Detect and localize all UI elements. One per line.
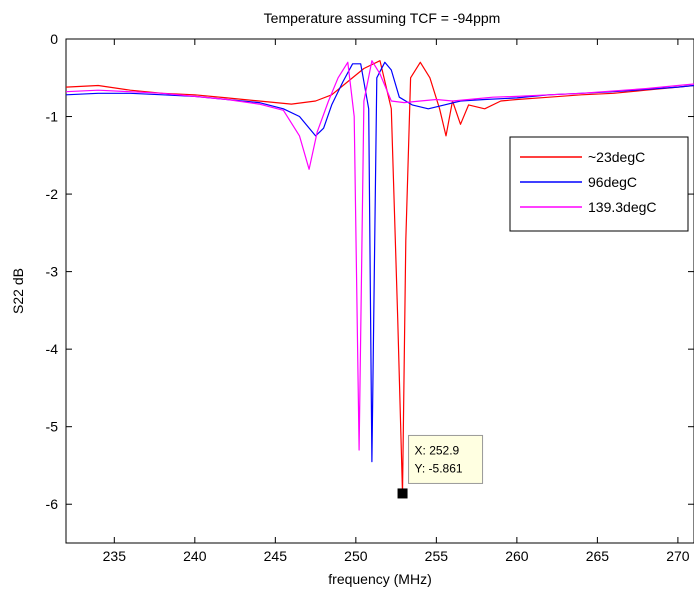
y-axis-title: S22 dB	[10, 268, 26, 314]
x-tick-label: 270	[666, 548, 690, 564]
axis-ticks: 235 240 245 250 255 260 265 270 0 -1 -2 -3 -4 -5 -6	[46, 31, 694, 564]
legend: ~23degC 96degC 139.3degC	[509, 136, 689, 232]
x-tick-label: 245	[264, 548, 288, 564]
datatip-marker[interactable]	[397, 488, 408, 499]
legend-label-0: ~23degC	[588, 149, 645, 165]
legend-label-2: 139.3degC	[588, 199, 657, 215]
x-tick-label: 260	[505, 548, 529, 564]
legend-box	[509, 136, 689, 232]
y-tick-label: -1	[46, 109, 59, 125]
y-tick-label: -6	[46, 496, 59, 512]
x-tick-label: 265	[586, 548, 610, 564]
series-layer	[65, 60, 694, 495]
x-tick-label: 235	[103, 548, 127, 564]
x-tick-label: 250	[344, 548, 368, 564]
datatip[interactable]: X: 252.9 Y: -5.861	[397, 434, 484, 499]
legend-label-1: 96degC	[588, 174, 637, 190]
x-tick-label: 255	[425, 548, 449, 564]
y-tick-label: -2	[46, 186, 59, 202]
chart-title: Temperature assuming TCF = -94ppm	[264, 10, 501, 26]
x-axis-title: frequency (MHz)	[328, 571, 431, 587]
series-line-2	[65, 60, 694, 451]
x-tick-label: 240	[183, 548, 207, 564]
y-tick-label: -3	[46, 264, 59, 280]
datatip-box	[408, 434, 484, 484]
series-line-0	[65, 60, 694, 495]
datatip-x-text: X: 252.9	[415, 443, 460, 457]
datatip-y-text: Y: -5.861	[415, 461, 463, 475]
y-tick-label: -5	[46, 419, 59, 435]
y-tick-label: -4	[46, 341, 59, 357]
plot-area	[65, 38, 694, 544]
y-tick-label: 0	[50, 31, 58, 47]
